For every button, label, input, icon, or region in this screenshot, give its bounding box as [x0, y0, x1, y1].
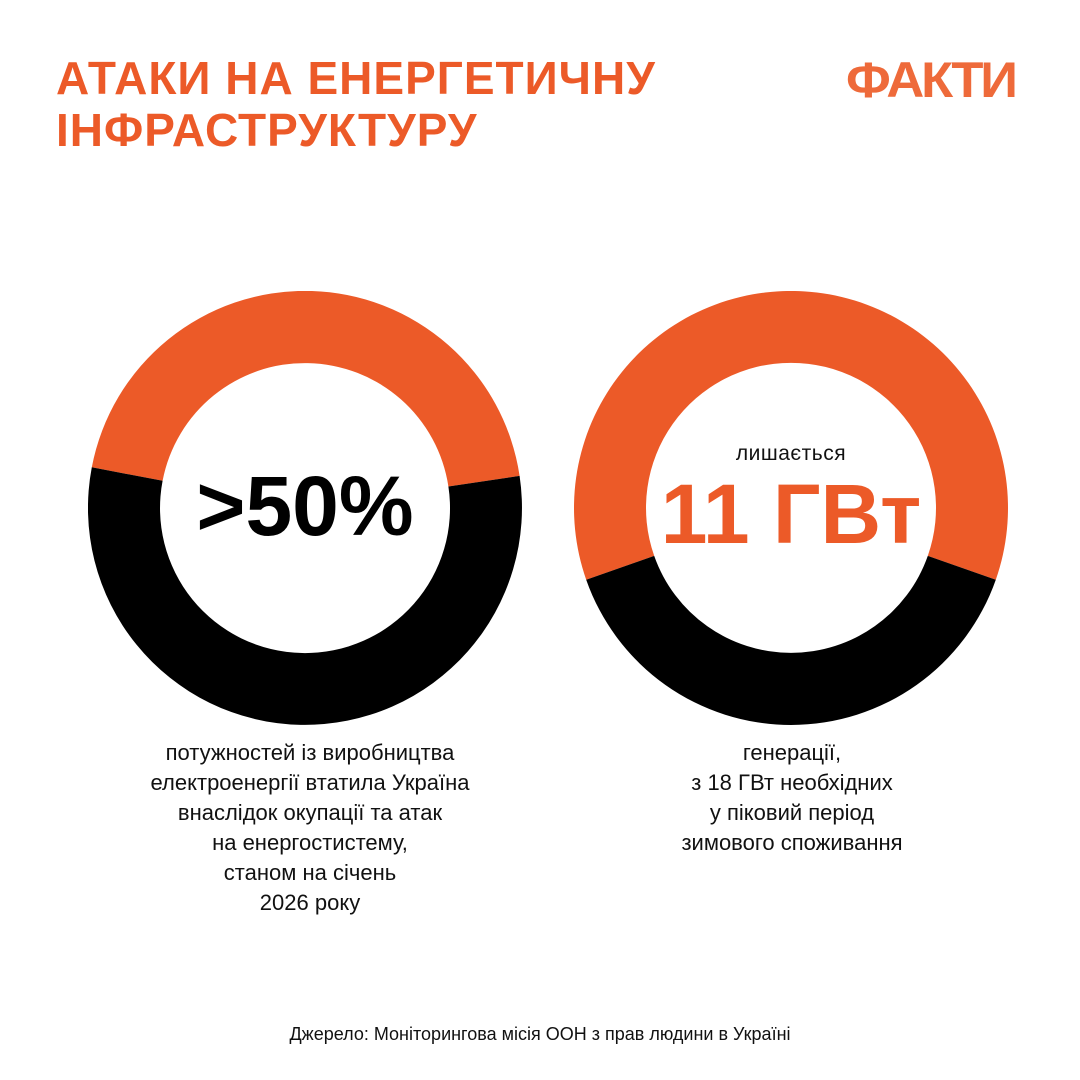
desc-line: станом на січень	[223, 860, 397, 885]
donut-center-value: >50%	[196, 459, 414, 553]
donut-segment-deficit	[586, 555, 996, 725]
donut-center-prelabel: лишається	[735, 442, 847, 465]
donut-segment-remaining	[91, 291, 520, 487]
source-note: Джерело: Моніторингова місія ООН з прав …	[289, 1024, 791, 1044]
desc-line: у піковий період	[709, 800, 875, 825]
desc-line: потужностей із виробництва	[165, 740, 455, 765]
desc-line: 2026 року	[259, 890, 361, 915]
donut-center-value: 11 ГВт	[660, 467, 922, 561]
desc-line: з 18 ГВт необхідних	[691, 770, 893, 795]
desc-line: зимового споживання	[681, 830, 903, 855]
donut-segment-remaining	[574, 291, 1008, 580]
desc-line: на енергостистему,	[212, 830, 408, 855]
desc-line: електроенергії втатила Україна	[150, 770, 470, 795]
donut-svg	[88, 291, 522, 725]
page-title: АТАКИ НА ЕНЕРГЕТИЧНУ ІНФРАСТРУКТУРУ	[56, 52, 656, 156]
right-description: генерації, з 18 ГВт необхідних у піковий…	[576, 738, 1008, 858]
donut-chart-lost-capacity: >50%	[88, 291, 522, 725]
title-line-1: АТАКИ НА ЕНЕРГЕТИЧНУ	[56, 52, 656, 104]
desc-line: генерації,	[742, 740, 842, 765]
fakty-logo: ФАКТИ	[846, 52, 1018, 108]
title-line-2: ІНФРАСТРУКТУРУ	[56, 104, 478, 156]
donut-svg	[574, 291, 1008, 725]
donut-segment-lost	[88, 467, 522, 725]
left-description: потужностей із виробництва електроенергі…	[80, 738, 540, 918]
donut-chart-remaining-generation: лишається 11 ГВт	[574, 291, 1008, 725]
desc-line: внаслідок окупації та атак	[177, 800, 443, 825]
